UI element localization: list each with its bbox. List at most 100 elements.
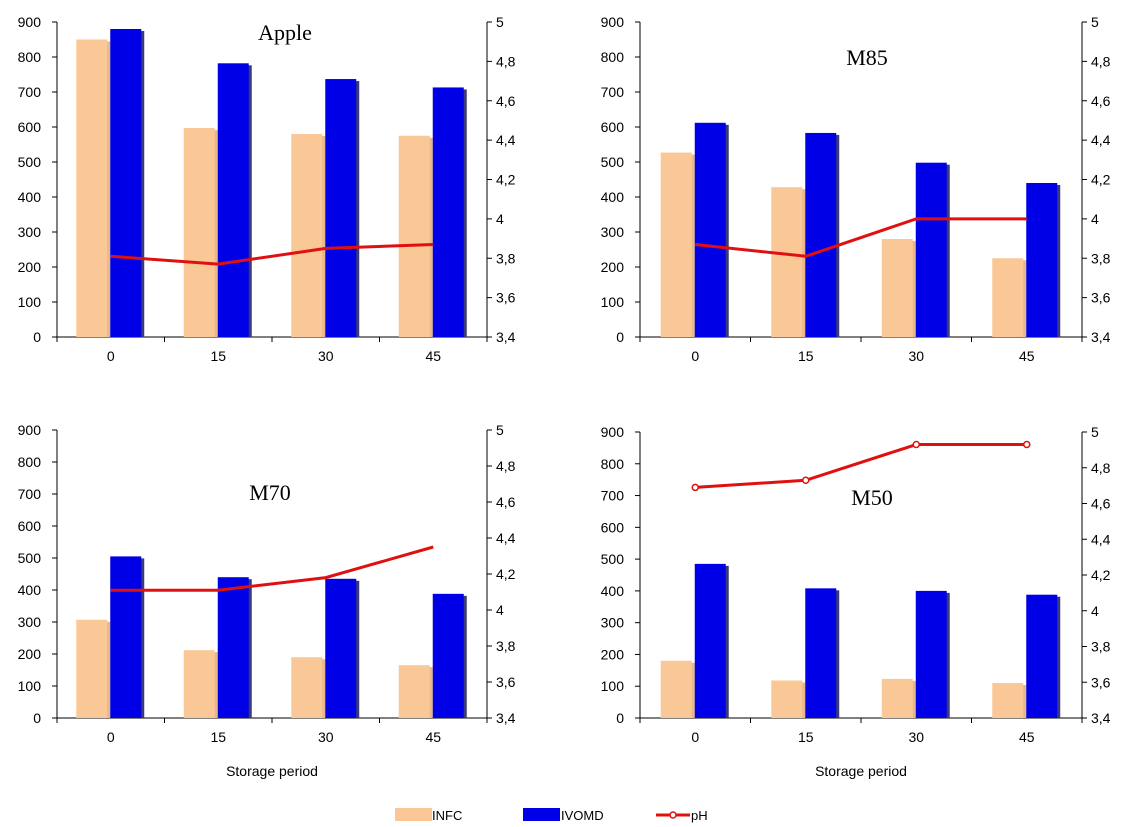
x-axis-label: Storage period xyxy=(226,763,318,779)
y-tick-label: 800 xyxy=(18,454,42,470)
y-tick-label: 200 xyxy=(601,259,625,275)
ph-point xyxy=(912,440,920,449)
y2-tick-label: 4,2 xyxy=(1091,567,1111,583)
y2-tick-label: 4 xyxy=(496,211,504,227)
y-tick-label: 700 xyxy=(601,488,625,504)
y2-tick-label: 3,8 xyxy=(496,250,516,266)
y2-tick-label: 4,6 xyxy=(1091,496,1111,512)
y-tick-label: 400 xyxy=(601,583,625,599)
y-tick-label: 900 xyxy=(18,422,42,438)
y-tick-label: 500 xyxy=(601,154,625,170)
legend-label-ph: pH xyxy=(691,808,708,823)
ivomd-bar xyxy=(915,162,947,337)
y-tick-label: 700 xyxy=(18,84,42,100)
x-tick-label: 45 xyxy=(425,348,441,364)
y-tick-label: 600 xyxy=(601,519,625,535)
x-tick-label: 30 xyxy=(318,729,334,745)
y-tick-label: 300 xyxy=(601,615,625,631)
ivomd-bar xyxy=(915,590,947,718)
x-tick-label: 0 xyxy=(107,729,115,745)
infc-bar xyxy=(291,134,323,337)
ivomd-bar xyxy=(217,63,249,338)
y2-tick-label: 3,8 xyxy=(496,638,516,654)
y2-tick-label: 4,2 xyxy=(496,566,516,582)
y-tick-label: 100 xyxy=(18,294,42,310)
infc-bar xyxy=(291,657,323,718)
chart-panel-3: 01002003004005006007008009003,43,63,844,… xyxy=(601,424,1111,779)
ivomd-bar xyxy=(217,577,249,718)
ph-line xyxy=(695,217,1027,258)
y2-tick-label: 4,8 xyxy=(1091,460,1111,476)
y-tick-label: 0 xyxy=(33,329,41,345)
y-tick-label: 600 xyxy=(18,518,42,534)
ph-point xyxy=(802,476,810,485)
infc-bar xyxy=(771,680,803,718)
y2-tick-label: 3,6 xyxy=(1091,674,1111,690)
y2-tick-label: 4,2 xyxy=(1091,172,1111,188)
y-tick-label: 800 xyxy=(18,49,42,65)
y-tick-label: 500 xyxy=(18,154,42,170)
x-tick-label: 45 xyxy=(1019,729,1035,745)
y2-tick-label: 3,8 xyxy=(1091,250,1111,266)
chart-panel-0: 01002003004005006007008009003,43,63,844,… xyxy=(18,14,516,364)
y-tick-label: 900 xyxy=(601,14,625,30)
legend: INFC IVOMD pH xyxy=(395,808,708,823)
ivomd-bar xyxy=(110,29,142,337)
chart-panel-1: 01002003004005006007008009003,43,63,844,… xyxy=(601,14,1111,364)
x-tick-label: 15 xyxy=(210,729,226,745)
y-tick-label: 900 xyxy=(18,14,42,30)
ivomd-bar xyxy=(1026,594,1058,718)
infc-bar xyxy=(183,128,215,337)
y2-tick-label: 4,8 xyxy=(496,53,516,69)
y2-tick-label: 3,4 xyxy=(1091,710,1111,726)
y-tick-label: 900 xyxy=(601,424,625,440)
y2-tick-label: 4,4 xyxy=(496,132,516,148)
y-tick-label: 200 xyxy=(18,259,42,275)
ivomd-bar xyxy=(1026,183,1058,337)
y-tick-label: 200 xyxy=(18,646,42,662)
y2-tick-label: 4,4 xyxy=(496,530,516,546)
y-tick-label: 400 xyxy=(18,582,42,598)
x-tick-label: 45 xyxy=(425,729,441,745)
y2-tick-label: 3,8 xyxy=(1091,639,1111,655)
y2-tick-label: 4,4 xyxy=(1091,132,1111,148)
y2-tick-label: 4,2 xyxy=(496,172,516,188)
y2-tick-label: 4,6 xyxy=(1091,93,1111,109)
infc-bar xyxy=(771,187,803,337)
x-tick-label: 0 xyxy=(691,348,699,364)
ph-line xyxy=(110,242,434,266)
y2-tick-label: 3,4 xyxy=(1091,329,1111,345)
legend-label-infc: INFC xyxy=(432,808,462,823)
y2-tick-label: 3,4 xyxy=(496,710,516,726)
y2-tick-label: 3,6 xyxy=(496,674,516,690)
y-tick-label: 300 xyxy=(18,614,42,630)
y2-tick-label: 4,8 xyxy=(1091,53,1111,69)
infc-bar xyxy=(992,258,1024,337)
x-tick-label: 30 xyxy=(908,729,924,745)
infc-bar xyxy=(398,135,430,337)
y2-tick-label: 4 xyxy=(1091,211,1099,227)
ivomd-bar xyxy=(432,87,464,337)
chart-title: M70 xyxy=(249,480,291,505)
y2-tick-label: 5 xyxy=(1091,424,1099,440)
ivomd-bar xyxy=(432,593,464,718)
y-tick-label: 0 xyxy=(616,710,624,726)
y-tick-label: 300 xyxy=(601,224,625,240)
infc-bar xyxy=(183,650,215,718)
y-tick-label: 200 xyxy=(601,646,625,662)
y-tick-label: 100 xyxy=(601,294,625,310)
y2-tick-label: 5 xyxy=(496,422,504,438)
chart-title: M85 xyxy=(846,45,888,70)
y-tick-label: 600 xyxy=(601,119,625,135)
y-tick-label: 0 xyxy=(616,329,624,345)
infc-bar xyxy=(992,683,1024,718)
legend-swatch-ph-marker xyxy=(669,811,677,819)
ivomd-bar xyxy=(805,588,837,718)
ph-point xyxy=(1023,440,1031,449)
y2-tick-label: 5 xyxy=(496,14,504,30)
y2-tick-label: 3,6 xyxy=(1091,290,1111,306)
y2-tick-label: 4 xyxy=(496,602,504,618)
ivomd-bar xyxy=(325,79,357,338)
y-tick-label: 300 xyxy=(18,224,42,240)
ph-point xyxy=(691,483,699,492)
